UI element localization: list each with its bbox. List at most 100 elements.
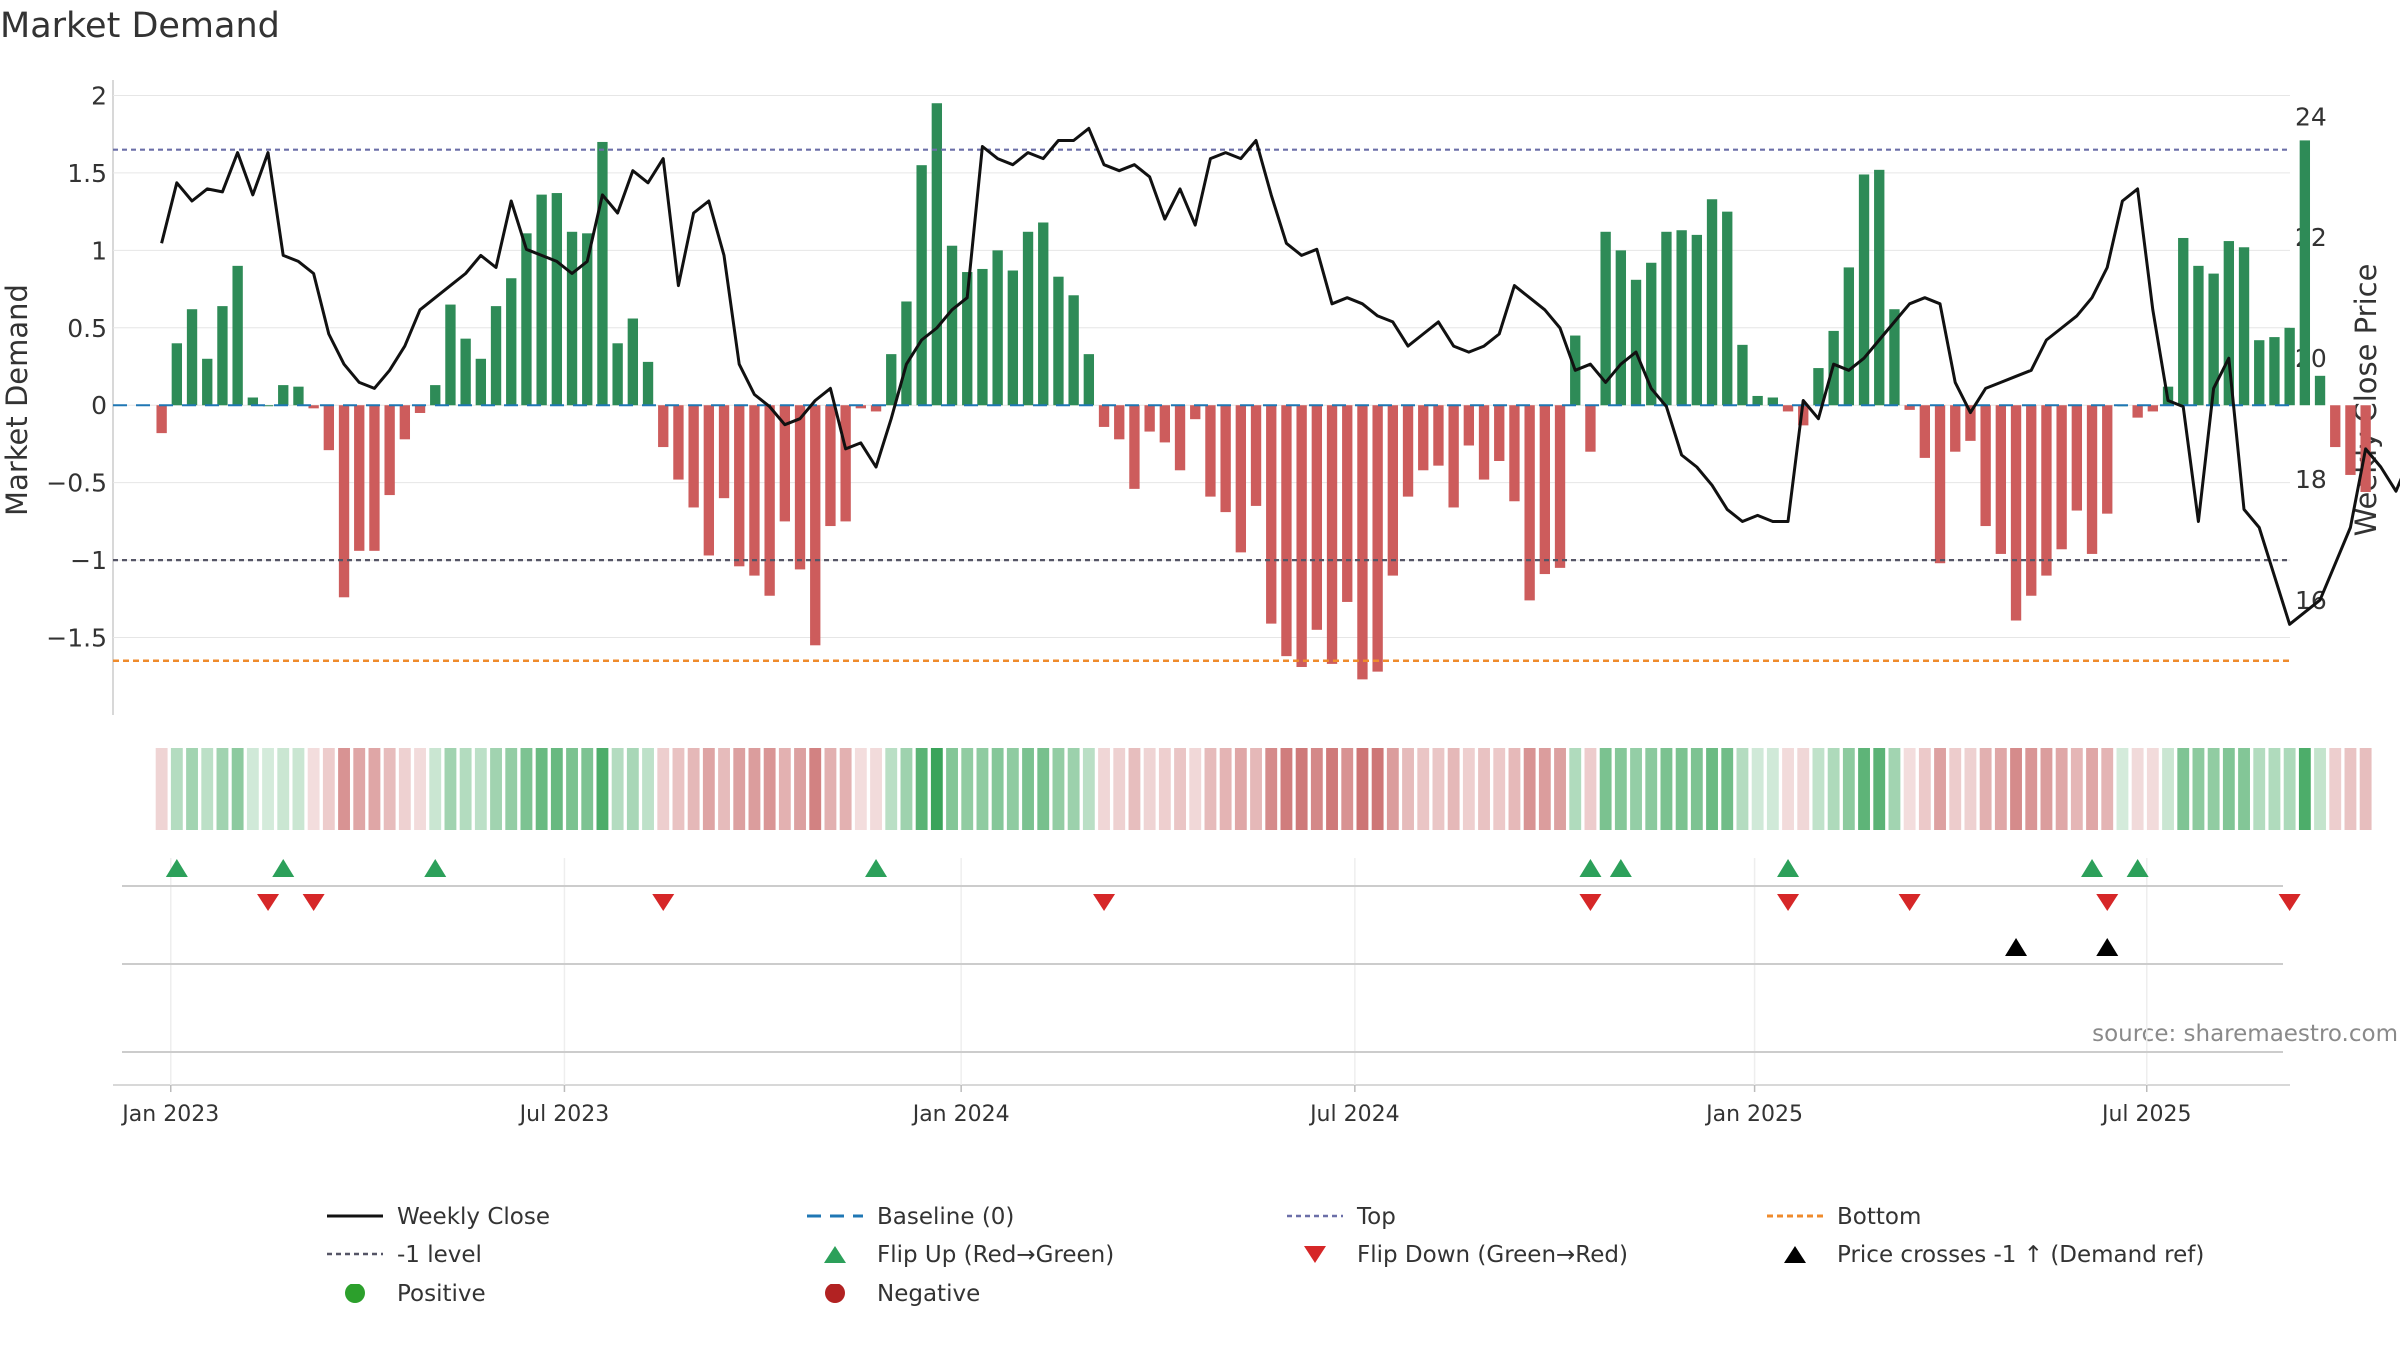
source-credit: source: sharemaestro.com — [2092, 1021, 2398, 1047]
heat-cell — [1447, 748, 1460, 830]
demand-bar — [1965, 405, 1976, 441]
heat-cell — [748, 748, 761, 830]
flip-up-marker — [272, 859, 295, 877]
demand-bar — [551, 193, 563, 406]
x-tick-label: Jan 2024 — [911, 1102, 1010, 1127]
legend-item-bottom: Bottom — [1765, 1200, 1921, 1234]
demand-bar — [1737, 344, 1748, 406]
demand-bar — [566, 231, 578, 406]
demand-bar — [2132, 405, 2143, 418]
heat-cell — [870, 748, 882, 830]
legend-label: Price crosses -1 ↑ (Demand ref) — [1837, 1242, 2205, 1268]
heat-cell — [170, 748, 183, 830]
demand-bar — [916, 165, 927, 406]
y-tick-label: 1.5 — [67, 159, 107, 188]
demand-bar — [1098, 405, 1110, 427]
demand-bar — [977, 268, 988, 406]
demand-bar — [1144, 405, 1155, 432]
heat-cell — [1964, 748, 1977, 830]
heat-cell — [1675, 748, 1688, 830]
heat-cell — [809, 748, 822, 830]
heat-cell — [961, 748, 974, 830]
heat-cell — [383, 748, 396, 830]
heat-cell — [1143, 748, 1156, 830]
legend-label: Flip Down (Green→Red) — [1357, 1242, 1628, 1268]
heat-cell — [885, 748, 898, 830]
heat-cell — [535, 748, 548, 830]
demand-bar — [217, 306, 228, 406]
heat-cell — [1873, 748, 1886, 830]
heat-cell — [1645, 748, 1658, 830]
heat-cell — [1630, 748, 1642, 830]
heat-cell — [1569, 748, 1582, 830]
demand-bar — [1372, 405, 1383, 672]
heat-cell — [1402, 748, 1414, 830]
y-axis-label: Market Demand — [0, 284, 34, 516]
flip-up-marker — [1579, 859, 1602, 877]
y-tick-label: −1.5 — [46, 624, 107, 653]
demand-bar — [2086, 405, 2098, 554]
demand-bar — [490, 306, 502, 406]
legend-label: Top — [1357, 1204, 1396, 1230]
heat-cell — [1797, 748, 1810, 830]
demand-bar — [1494, 405, 1505, 461]
demand-bar — [1068, 295, 1079, 406]
heat-cell — [1310, 748, 1323, 830]
demand-bar — [1266, 405, 1277, 624]
demand-bar — [1387, 405, 1399, 576]
heat-cell — [2101, 748, 2114, 830]
heat-cell — [2070, 748, 2083, 830]
heat-cell — [368, 748, 381, 830]
demand-bar — [1722, 211, 1733, 406]
y2-tick-label: 18 — [2295, 465, 2327, 494]
demand-bar — [1129, 405, 1140, 489]
legend-item-top: Top — [1285, 1200, 1396, 1234]
legend-swatch — [1304, 1246, 1326, 1263]
heat-cell — [2222, 748, 2235, 830]
heat-cell — [186, 748, 198, 830]
heat-cell — [930, 748, 943, 830]
price-cross-marker — [2096, 938, 2119, 956]
demand-bar — [1022, 231, 1034, 406]
heat-cell — [246, 748, 259, 830]
demand-bar — [2223, 241, 2235, 406]
demand-bar — [1706, 199, 1718, 406]
demand-bar — [2147, 405, 2159, 412]
heat-cell — [2162, 748, 2174, 830]
demand-bar — [293, 386, 304, 406]
heat-cell — [1006, 748, 1019, 830]
heat-cell — [626, 748, 639, 830]
heat-cell — [1189, 748, 1202, 830]
heat-cell — [1538, 748, 1551, 830]
legend-item-negative: Negative — [805, 1277, 980, 1311]
heat-cell — [1888, 748, 1901, 830]
heat-cell — [642, 748, 654, 830]
heat-cell — [778, 748, 791, 830]
x-tick-label: Jan 2025 — [1704, 1102, 1803, 1127]
demand-bar — [1478, 405, 1490, 480]
heat-cell — [520, 748, 533, 830]
heat-cell — [1082, 748, 1095, 830]
x-tick-label: Jul 2023 — [518, 1102, 610, 1127]
heat-cell — [338, 748, 350, 830]
heat-cell — [1478, 748, 1490, 830]
legend-label: Negative — [877, 1281, 981, 1307]
demand-bar — [1083, 354, 1095, 406]
demand-bar — [703, 405, 715, 556]
y2-tick-label: 16 — [2295, 586, 2327, 615]
legend-item-minus-one: -1 level — [325, 1238, 482, 1272]
heat-cell — [490, 748, 502, 830]
flip-up-marker — [2126, 859, 2149, 877]
heat-cell — [1554, 748, 1566, 830]
demand-bar — [764, 405, 775, 596]
heat-cell — [946, 748, 958, 830]
heat-cell — [566, 748, 578, 830]
heat-cell — [2177, 748, 2190, 830]
heat-cell — [1949, 748, 1962, 830]
heat-cell — [1265, 748, 1278, 830]
heat-cell — [1766, 748, 1779, 830]
heat-cell — [1417, 748, 1430, 830]
demand-bar — [1904, 405, 1915, 410]
demand-bar — [2193, 265, 2204, 406]
